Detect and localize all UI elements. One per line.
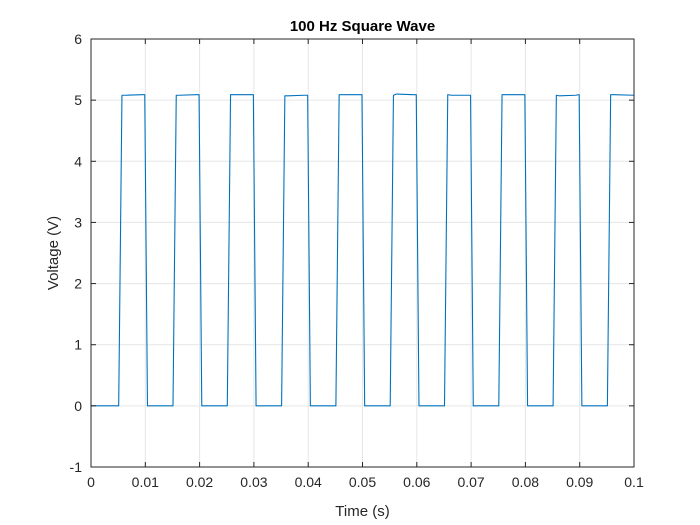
y-tick-label: -1 (70, 459, 83, 475)
x-tick-label: 0.07 (457, 474, 484, 490)
x-tick-label: 0.09 (566, 474, 593, 490)
y-tick-label: 5 (74, 92, 82, 108)
series-layer (91, 93, 635, 407)
x-tick-label: 0.05 (349, 474, 376, 490)
y-tick-label: 6 (74, 31, 82, 47)
y-tick-label: 3 (74, 214, 82, 230)
x-tick-label: 0.02 (186, 474, 213, 490)
x-tick-label: 0.1 (624, 474, 644, 490)
y-tick-label: 4 (74, 153, 82, 169)
x-tick-label: 0.08 (512, 474, 539, 490)
x-tick-label: 0 (87, 474, 95, 490)
x-tick-label: 0.01 (132, 474, 159, 490)
tick-labels: 0 0.01 0.02 0.03 0.04 0.05 0.06 0.07 0.08 0.09 0.1… (70, 31, 644, 490)
y-tick-label: 1 (74, 337, 82, 353)
y-tick-label: 0 (74, 398, 82, 414)
tick-marks (90, 38, 635, 468)
y-tick-label: 2 (74, 276, 82, 292)
x-tick-label: 0.06 (403, 474, 430, 490)
series-line-0 (91, 93, 635, 407)
x-tick-label: 0.04 (295, 474, 322, 490)
chart-title: 100 Hz Square Wave (290, 18, 435, 35)
x-tick-label: 0.03 (240, 474, 267, 490)
y-axis-label: Voltage (V) (45, 216, 62, 290)
x-axis-label: Time (s) (335, 503, 389, 520)
